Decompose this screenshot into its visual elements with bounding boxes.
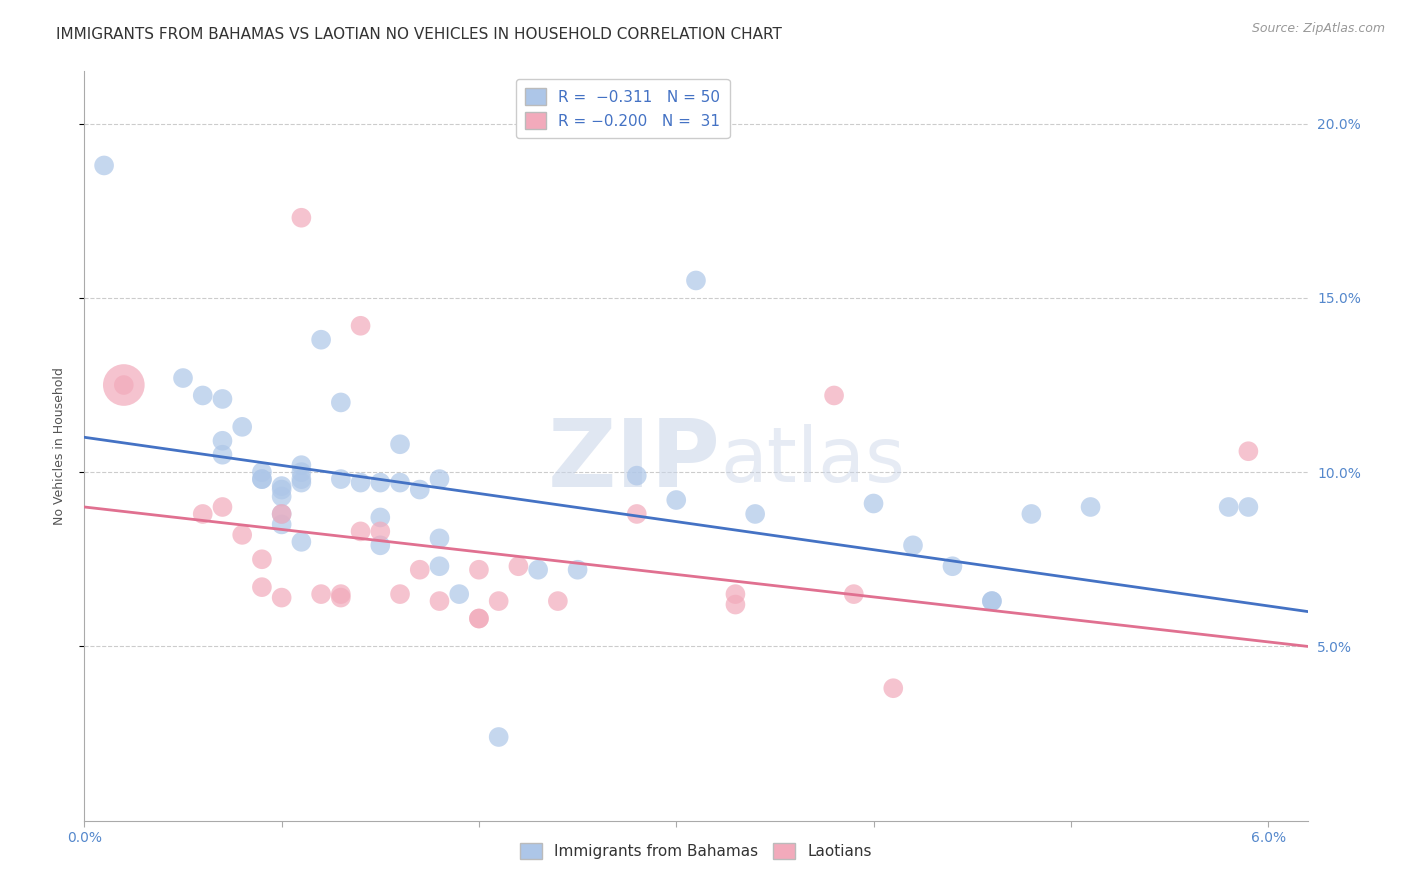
Point [665,493,688,508]
Point [409,563,432,577]
Point [508,559,530,574]
Point [389,437,412,451]
Point [468,611,491,625]
Point [941,559,963,574]
Point [1021,507,1043,521]
Point [250,580,273,594]
Point [468,611,491,625]
Point [862,496,884,510]
Point [527,563,550,577]
Point [270,507,292,521]
Point [409,483,432,497]
Y-axis label: No Vehicles in Household: No Vehicles in Household [53,368,66,524]
Point [980,594,1002,608]
Point [842,587,865,601]
Point [270,507,292,521]
Point [191,388,214,402]
Point [112,378,135,392]
Point [250,472,273,486]
Point [429,594,451,608]
Point [429,472,451,486]
Point [290,534,312,549]
Point [270,483,292,497]
Point [290,472,312,486]
Point [626,507,648,521]
Point [368,510,391,524]
Point [567,563,589,577]
Point [172,371,194,385]
Point [349,475,371,490]
Point [980,594,1002,608]
Point [250,465,273,479]
Point [231,420,253,434]
Point [290,458,312,472]
Point [901,538,924,552]
Point [270,490,292,504]
Point [329,587,352,601]
Point [547,594,569,608]
Point [744,507,766,521]
Point [626,468,648,483]
Text: ZIP: ZIP [547,415,720,507]
Point [488,730,510,744]
Point [368,538,391,552]
Point [1237,500,1260,514]
Point [231,528,253,542]
Point [1080,500,1102,514]
Point [270,591,292,605]
Point [488,594,510,608]
Point [290,475,312,490]
Point [429,532,451,546]
Point [211,392,233,406]
Point [1237,444,1260,458]
Point [211,500,233,514]
Point [368,524,391,539]
Point [724,598,747,612]
Point [93,158,115,172]
Point [191,507,214,521]
Point [329,472,352,486]
Point [349,524,371,539]
Point [290,465,312,479]
Text: IMMIGRANTS FROM BAHAMAS VS LAOTIAN NO VEHICLES IN HOUSEHOLD CORRELATION CHART: IMMIGRANTS FROM BAHAMAS VS LAOTIAN NO VE… [56,27,782,42]
Point [389,587,412,601]
Point [349,318,371,333]
Point [290,211,312,225]
Point [211,434,233,448]
Point [329,591,352,605]
Legend: Immigrants from Bahamas, Laotians: Immigrants from Bahamas, Laotians [515,837,877,865]
Point [882,681,904,696]
Text: atlas: atlas [720,424,905,498]
Point [309,333,332,347]
Point [309,587,332,601]
Point [250,552,273,566]
Point [211,448,233,462]
Point [270,479,292,493]
Point [250,472,273,486]
Point [685,273,707,287]
Point [270,517,292,532]
Point [724,587,747,601]
Point [449,587,471,601]
Point [429,559,451,574]
Point [1218,500,1240,514]
Point [112,378,135,392]
Point [389,475,412,490]
Text: Source: ZipAtlas.com: Source: ZipAtlas.com [1251,22,1385,36]
Point [823,388,845,402]
Point [329,395,352,409]
Point [368,475,391,490]
Point [468,563,491,577]
